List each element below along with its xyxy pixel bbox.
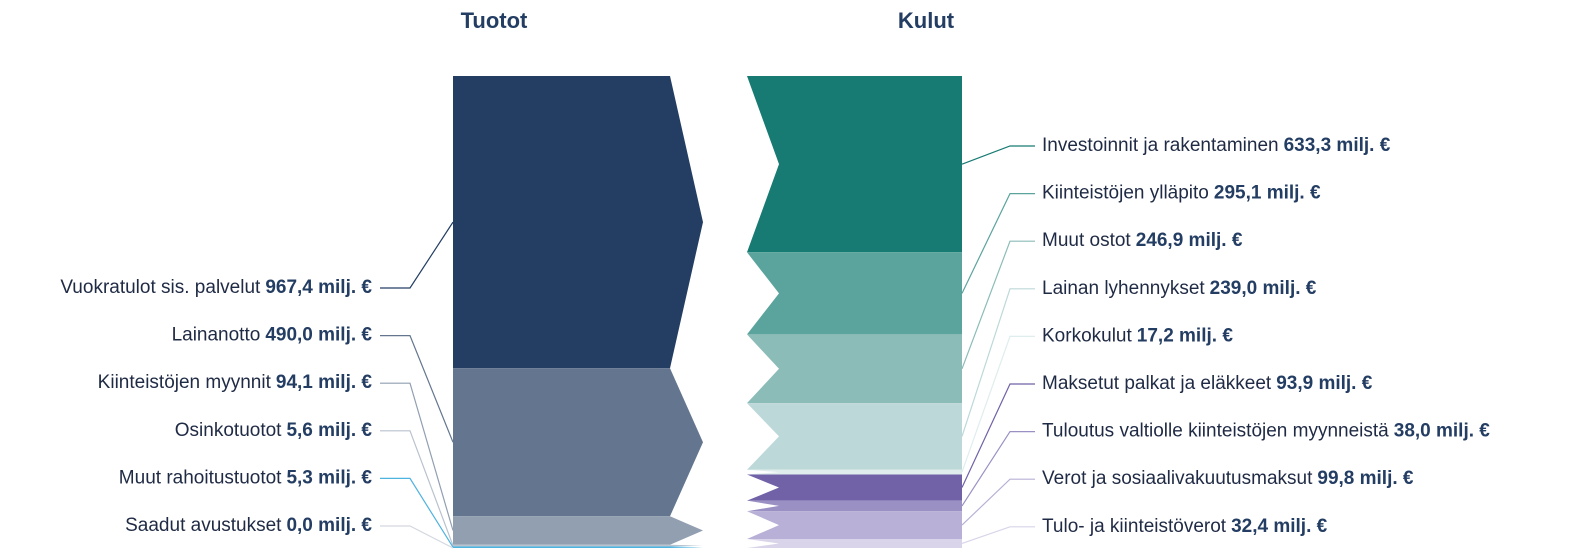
leader-line — [380, 477, 454, 548]
category-name: Muut rahoitustuotot — [119, 467, 282, 488]
segment — [453, 368, 703, 517]
leader-line — [380, 221, 454, 289]
leader-line — [961, 526, 1035, 545]
segment-label: Saadut avustukset 0,0 milj. € — [125, 515, 372, 536]
segment-label: Investoinnit ja rakentaminen 633,3 milj. … — [1042, 135, 1391, 156]
segment-label: Korkokulut 17,2 milj. € — [1042, 325, 1233, 346]
category-name: Muut ostot — [1042, 230, 1131, 251]
value-label: 0,0 milj. € — [286, 515, 372, 536]
segment — [747, 252, 962, 335]
segment — [747, 500, 962, 512]
value-label: 5,6 milj. € — [286, 420, 372, 441]
category-name: Kiinteistöjen myynnit — [98, 372, 272, 393]
category-name: Maksetut palkat ja eläkkeet — [1042, 373, 1272, 394]
segment-label: Muut rahoitustuotot 5,3 milj. € — [119, 467, 373, 488]
segment — [747, 474, 962, 501]
segment — [747, 403, 962, 470]
value-label: 99,8 milj. € — [1317, 468, 1414, 489]
category-name: Investoinnit ja rakentaminen — [1042, 135, 1279, 156]
segment — [747, 538, 962, 548]
category-name: Verot ja sosiaalivakuutusmaksut — [1042, 468, 1313, 489]
value-label: 93,9 milj. € — [1276, 373, 1373, 394]
segment — [747, 334, 962, 404]
leader-line — [961, 288, 1035, 437]
segment-label: Lainan lyhennykset 239,0 milj. € — [1042, 278, 1317, 299]
segment-label: Tuloutus valtiolle kiinteistöjen myynnei… — [1042, 421, 1490, 442]
value-label: 17,2 milj. € — [1137, 325, 1234, 346]
segment — [453, 544, 703, 547]
segment-label: Tulo- ja kiinteistöverot 32,4 milj. € — [1042, 516, 1328, 537]
category-name: Lainan lyhennykset — [1042, 278, 1205, 299]
category-name: Kiinteistöjen ylläpito — [1042, 183, 1209, 204]
leader-line — [961, 145, 1035, 165]
leader-line — [961, 240, 1035, 370]
chart-title: Tuotot — [461, 8, 528, 33]
leader-line — [961, 383, 1035, 488]
segment — [747, 511, 962, 539]
segment-label: Verot ja sosiaalivakuutusmaksut 99,8 milj… — [1042, 468, 1414, 489]
leader-line — [961, 431, 1035, 507]
category-name: Tuloutus valtiolle kiinteistöjen myynnei… — [1042, 421, 1389, 442]
value-label: 94,1 milj. € — [276, 372, 373, 393]
value-label: 633,3 milj. € — [1284, 135, 1391, 156]
segment — [747, 76, 962, 253]
chart-title: Kulut — [898, 8, 955, 33]
category-name: Osinkotuotot — [175, 420, 282, 441]
segment-label: Vuokratulot sis. palvelut 967,4 milj. € — [60, 277, 372, 298]
segment — [453, 516, 703, 545]
value-label: 239,0 milj. € — [1210, 278, 1317, 299]
leader-line — [961, 478, 1035, 526]
value-label: 5,3 milj. € — [286, 467, 372, 488]
leader-line — [380, 335, 454, 443]
value-label: 246,9 milj. € — [1136, 230, 1243, 251]
leader-line — [961, 193, 1035, 294]
category-name: Korkokulut — [1042, 325, 1132, 346]
segment — [453, 546, 703, 548]
segment-label: Osinkotuotot 5,6 milj. € — [175, 420, 373, 441]
segment-label: Lainanotto 490,0 milj. € — [172, 325, 373, 346]
leader-line — [380, 382, 454, 531]
value-label: 38,0 milj. € — [1394, 421, 1491, 442]
segment-label: Maksetut palkat ja eläkkeet 93,9 milj. € — [1042, 373, 1373, 394]
value-label: 490,0 milj. € — [265, 325, 372, 346]
segment-label: Kiinteistöjen myynnit 94,1 milj. € — [98, 372, 373, 393]
leader-line — [961, 335, 1035, 473]
value-label: 295,1 milj. € — [1214, 183, 1321, 204]
leader-line — [380, 430, 454, 546]
category-name: Tulo- ja kiinteistöverot — [1042, 516, 1227, 537]
category-name: Lainanotto — [172, 325, 261, 346]
category-name: Saadut avustukset — [125, 515, 282, 536]
value-label: 967,4 milj. € — [265, 277, 372, 298]
leader-line — [380, 525, 454, 549]
segment-label: Muut ostot 246,9 milj. € — [1042, 230, 1243, 251]
segment — [453, 76, 703, 369]
category-name: Vuokratulot sis. palvelut — [60, 277, 261, 298]
value-label: 32,4 milj. € — [1231, 516, 1328, 537]
segment — [747, 469, 962, 475]
segment-label: Kiinteistöjen ylläpito 295,1 milj. € — [1042, 183, 1321, 204]
